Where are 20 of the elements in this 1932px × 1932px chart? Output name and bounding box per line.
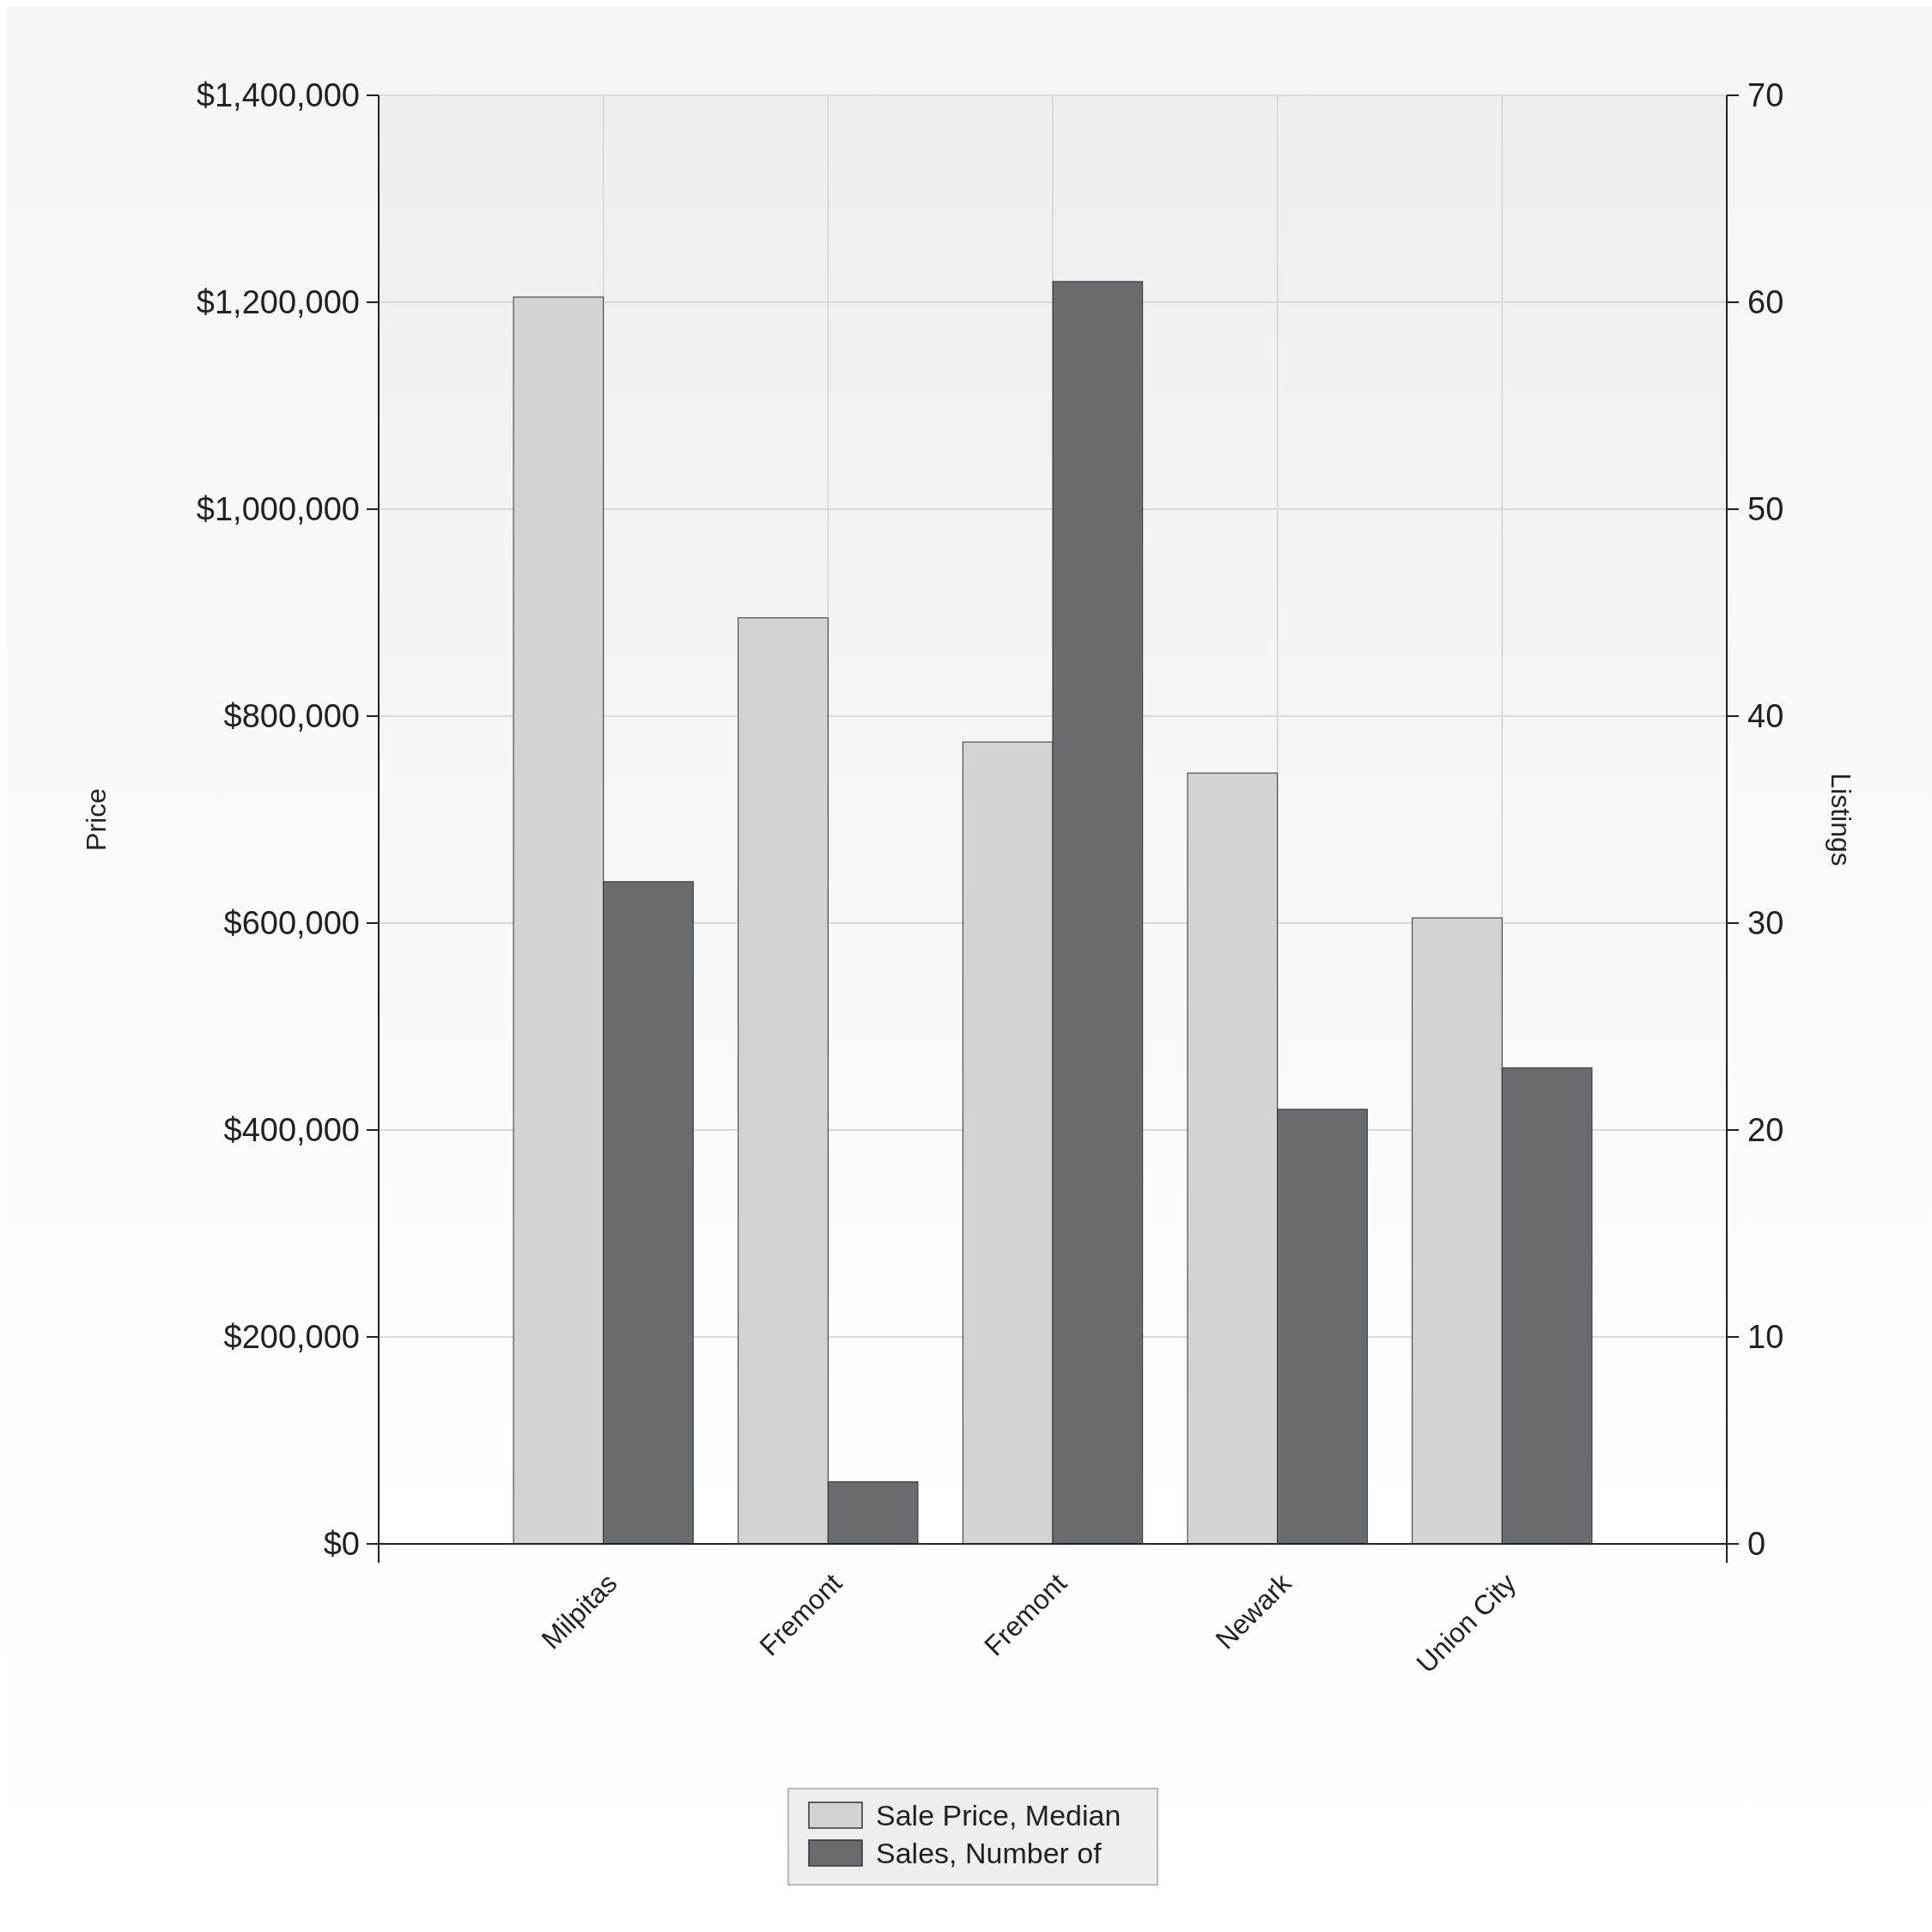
y2-tick-label: 0 xyxy=(1747,1526,1766,1563)
y-tick-label: $1,200,000 xyxy=(196,284,360,321)
y2-tick-label: 30 xyxy=(1747,905,1784,942)
y2-axis-title: Listings xyxy=(1826,773,1856,866)
y-tick-label: $400,000 xyxy=(223,1112,360,1149)
y2-tick-label: 20 xyxy=(1747,1112,1784,1149)
y-axis-title: Price xyxy=(81,788,112,851)
y2-tick-label: 10 xyxy=(1747,1319,1784,1356)
legend-label: Sale Price, Median xyxy=(876,1798,1121,1832)
y2-tick-label: 60 xyxy=(1747,284,1784,321)
legend-label: Sales, Number of xyxy=(876,1836,1103,1869)
y-tick-label: $200,000 xyxy=(223,1319,360,1356)
y-tick-label: $600,000 xyxy=(223,905,360,942)
y2-tick-label: 40 xyxy=(1747,698,1784,735)
y-tick-label: $0 xyxy=(323,1526,360,1563)
y-tick-label: $1,000,000 xyxy=(196,491,360,528)
y2-tick-label: 50 xyxy=(1747,491,1784,528)
y2-tick-label: 70 xyxy=(1747,77,1784,114)
y-tick-label: $800,000 xyxy=(223,698,360,735)
y-tick-label: $1,400,000 xyxy=(196,77,360,114)
